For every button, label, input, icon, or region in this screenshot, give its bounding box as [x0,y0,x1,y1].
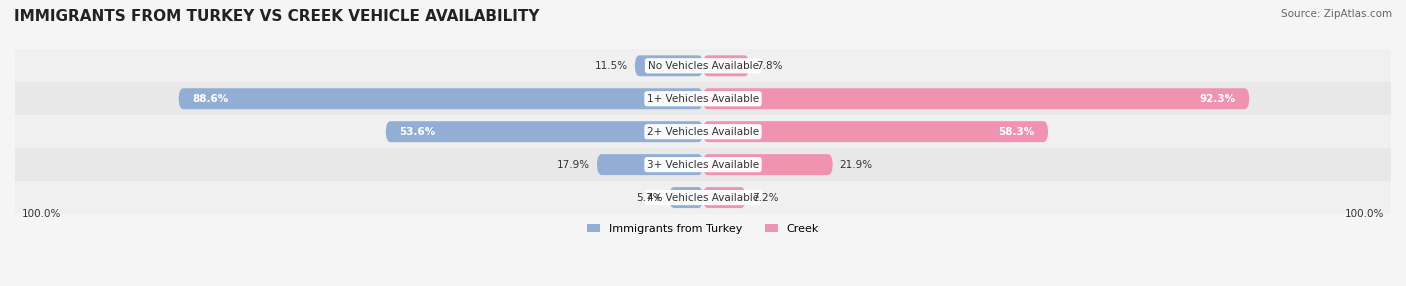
FancyBboxPatch shape [703,88,1249,109]
FancyBboxPatch shape [15,115,1391,148]
FancyBboxPatch shape [703,187,745,208]
FancyBboxPatch shape [15,148,1391,181]
FancyBboxPatch shape [703,154,832,175]
FancyBboxPatch shape [15,49,1391,83]
Text: 5.7%: 5.7% [636,192,662,202]
Text: 7.2%: 7.2% [752,192,779,202]
Text: 7.8%: 7.8% [756,61,783,71]
Text: Source: ZipAtlas.com: Source: ZipAtlas.com [1281,9,1392,19]
Text: 17.9%: 17.9% [557,160,591,170]
Text: 100.0%: 100.0% [1344,209,1384,219]
Text: 88.6%: 88.6% [193,94,229,104]
FancyBboxPatch shape [636,55,703,76]
Text: 92.3%: 92.3% [1199,94,1236,104]
Text: No Vehicles Available: No Vehicles Available [648,61,758,71]
Text: 3+ Vehicles Available: 3+ Vehicles Available [647,160,759,170]
FancyBboxPatch shape [598,154,703,175]
FancyBboxPatch shape [669,187,703,208]
Text: 1+ Vehicles Available: 1+ Vehicles Available [647,94,759,104]
FancyBboxPatch shape [703,55,749,76]
FancyBboxPatch shape [385,121,703,142]
FancyBboxPatch shape [15,82,1391,116]
Text: 100.0%: 100.0% [22,209,62,219]
FancyBboxPatch shape [703,121,1047,142]
Legend: Immigrants from Turkey, Creek: Immigrants from Turkey, Creek [582,219,824,238]
FancyBboxPatch shape [179,88,703,109]
Text: 11.5%: 11.5% [595,61,628,71]
FancyBboxPatch shape [15,181,1391,214]
Text: 58.3%: 58.3% [998,127,1035,137]
Text: IMMIGRANTS FROM TURKEY VS CREEK VEHICLE AVAILABILITY: IMMIGRANTS FROM TURKEY VS CREEK VEHICLE … [14,9,540,23]
Text: 21.9%: 21.9% [839,160,873,170]
Text: 53.6%: 53.6% [399,127,436,137]
Text: 2+ Vehicles Available: 2+ Vehicles Available [647,127,759,137]
Text: 4+ Vehicles Available: 4+ Vehicles Available [647,192,759,202]
